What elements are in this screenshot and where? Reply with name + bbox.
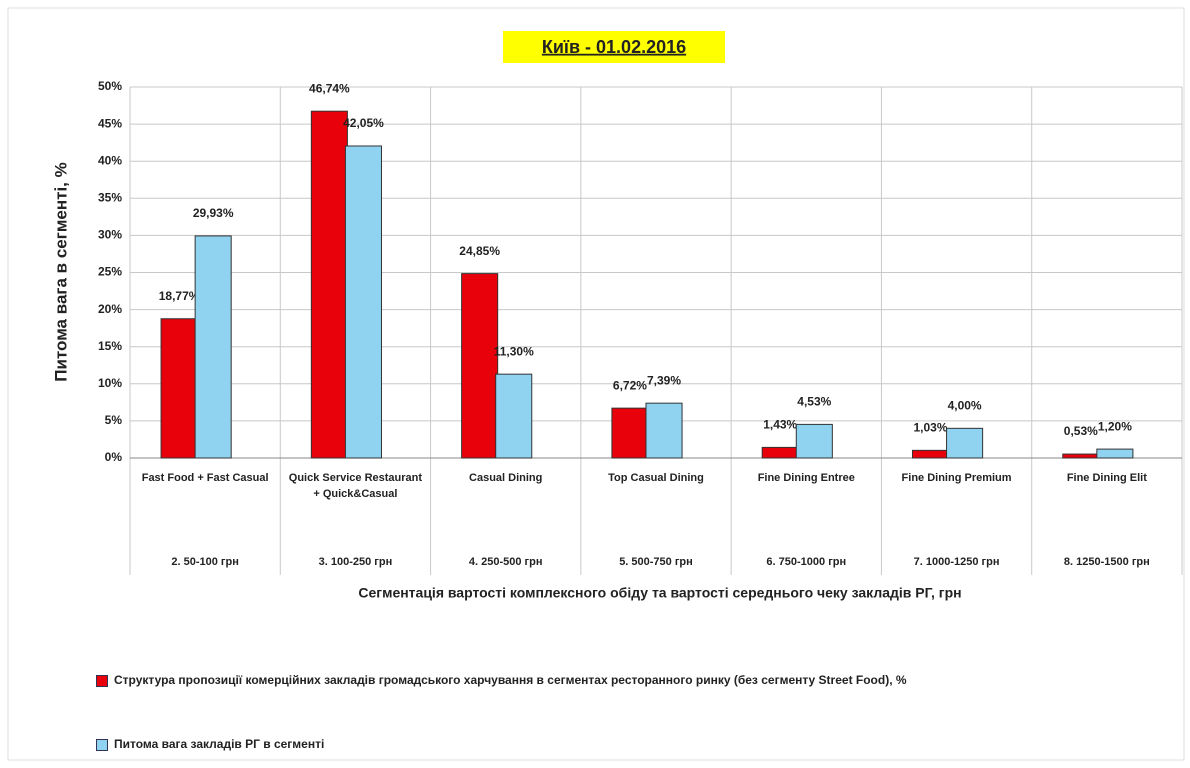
x-tick-label: Fine Dining Entree (757, 472, 855, 484)
category-label-box: Fine Dining Premium (901, 472, 1012, 484)
bar (911, 449, 950, 459)
legend-text: Структура пропозиції комерційних закладі… (114, 673, 907, 687)
bar (194, 235, 232, 459)
legend-entry: Питома вага закладів РГ в сегменті (96, 734, 1156, 754)
x-tick-label: Quick Service Restaurant + Quick&Casual (288, 472, 423, 500)
legend-swatch (96, 738, 108, 751)
bar (761, 446, 799, 459)
y-tick-label: 15% (98, 339, 122, 353)
price-range-label: 5. 500-750 грн (619, 556, 693, 568)
chart-title: Київ - 01.02.2016 (542, 37, 686, 57)
price-range-label: 7. 1000-1250 грн (914, 556, 1000, 568)
category-label-box: Fine Dining Elit (1066, 472, 1147, 484)
data-label: 0,53% (1064, 424, 1098, 438)
bar (946, 427, 984, 459)
price-range-label: 4. 250-500 грн (469, 556, 543, 568)
data-label: 11,30% (494, 344, 534, 358)
category-label-box: Top Casual Dining (608, 472, 704, 484)
data-label: 4,00% (948, 398, 982, 412)
legend-text: Питома вага закладів РГ в сегменті (114, 737, 325, 751)
y-tick-label: 35% (98, 190, 122, 204)
price-range-label: 6. 750-1000 грн (766, 556, 846, 568)
chart-frame (7, 7, 1185, 761)
y-tick-label: 50% (98, 79, 122, 93)
data-label: 42,05% (343, 116, 384, 130)
data-label: 24,85% (459, 244, 500, 258)
category-label-box: Fast Food + Fast Casual (141, 472, 269, 484)
y-tick-label: 10% (98, 376, 122, 390)
x-axis-label: Сегментація вартості комплексного обіду … (358, 585, 961, 601)
y-tick-label: 45% (98, 116, 122, 130)
bar (795, 423, 833, 459)
y-tick-label: 20% (98, 302, 122, 316)
y-tick-label: 5% (105, 413, 123, 427)
bar (1062, 453, 1100, 459)
y-tick-label: 30% (98, 228, 122, 242)
data-label: 4,53% (797, 395, 831, 409)
category-label-box: Casual Dining (469, 472, 543, 484)
category-label-box: Fine Dining Entree (757, 472, 855, 484)
legend-swatch (96, 674, 108, 687)
price-range-label: 3. 100-250 грн (319, 556, 393, 568)
data-label: 1,43% (763, 418, 797, 432)
data-label: 1,03% (913, 421, 947, 435)
bar (461, 273, 499, 459)
y-tick-label: 0% (105, 450, 123, 464)
x-tick-label: Fast Food + Fast Casual (141, 472, 269, 484)
bar (160, 318, 198, 459)
bar (344, 145, 382, 459)
bar (611, 407, 649, 459)
data-label: 1,20% (1098, 419, 1132, 433)
title-background (503, 31, 725, 63)
x-tick-label: Top Casual Dining (608, 472, 704, 484)
x-tick-label: Fine Dining Premium (901, 472, 1012, 484)
bar (1096, 448, 1134, 459)
data-label: 7,39% (647, 373, 681, 387)
x-tick-label: Casual Dining (469, 472, 543, 484)
y-tick-label: 40% (98, 153, 122, 167)
data-label: 29,93% (193, 206, 234, 220)
bar (310, 110, 348, 459)
x-tick-label: Fine Dining Elit (1066, 472, 1147, 484)
y-axis-label: Питома вага в сегменті, % (51, 162, 70, 381)
data-label: 6,72% (613, 378, 647, 392)
price-range-label: 2. 50-100 грн (171, 556, 238, 568)
category-label-box: Quick Service Restaurant + Quick&Casual (288, 472, 423, 500)
y-tick-label: 25% (98, 265, 122, 279)
bar (645, 402, 683, 459)
price-range-label: 8. 1250-1500 грн (1064, 556, 1150, 568)
data-label: 46,74% (309, 81, 350, 95)
bar (495, 373, 533, 459)
data-label: 18,77% (159, 289, 200, 303)
legend-entry: Структура пропозиції комерційних закладі… (96, 670, 1156, 690)
